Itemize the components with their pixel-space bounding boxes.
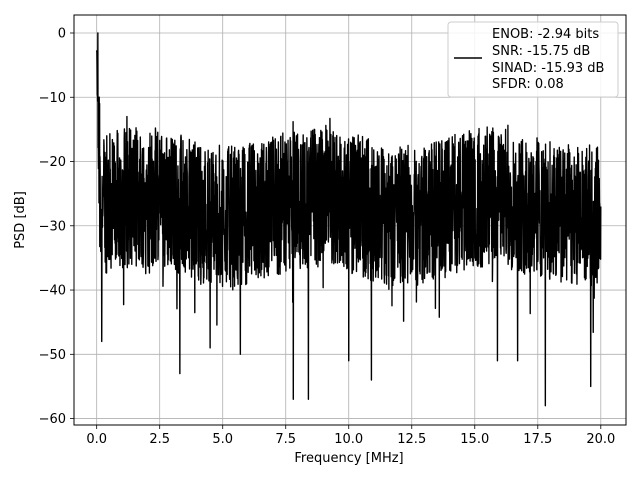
legend-sinad: SINAD: -15.93 dB [492, 61, 604, 76]
x-axis-ticks: 0.0 2.5 5.0 7.5 10.0 12.5 15.0 17.5 20.0 [86, 425, 615, 447]
psd-series-line [95, 32, 602, 407]
y-axis-ticks: 0 −10 −20 −30 −40 −50 −60 [39, 26, 74, 427]
y-tick-label: −20 [39, 155, 66, 170]
legend-snr: SNR: -15.75 dB [492, 44, 590, 59]
y-tick-label: −30 [39, 219, 66, 234]
plot-area [95, 32, 602, 407]
legend-box [447, 21, 619, 98]
x-tick-label: 5.0 [212, 432, 233, 447]
y-axis-label: PSD [dB] [13, 191, 28, 249]
x-tick-label: 2.5 [149, 432, 170, 447]
y-tick-label: −10 [39, 91, 66, 106]
x-tick-label: 15.0 [460, 432, 489, 447]
y-tick-label: −50 [39, 348, 66, 363]
x-tick-label: 0.0 [86, 432, 107, 447]
x-tick-label: 12.5 [397, 432, 426, 447]
axes-frame [73, 14, 627, 426]
x-axis-label: Frequency [MHz] [294, 451, 403, 466]
y-tick-label: 0 [58, 26, 66, 41]
y-tick-label: −40 [39, 284, 66, 299]
y-tick-label: −60 [39, 412, 66, 427]
legend-enob: ENOB: -2.94 bits [492, 27, 599, 42]
legend: ENOB: -2.94 bits SNR: -15.75 dB SINAD: -… [447, 21, 619, 98]
legend-sfdr: SFDR: 0.08 [492, 77, 564, 92]
x-tick-label: 10.0 [334, 432, 363, 447]
x-tick-label: 20.0 [586, 432, 615, 447]
x-tick-label: 7.5 [275, 432, 296, 447]
x-tick-label: 17.5 [523, 432, 552, 447]
